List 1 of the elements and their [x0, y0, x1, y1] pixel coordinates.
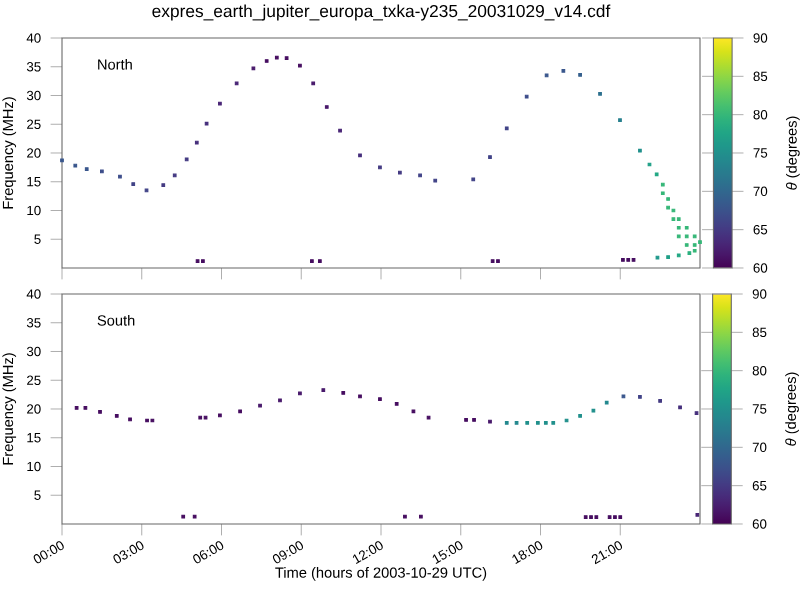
chart-title: expres_earth_jupiter_europa_txka-y235_20031029_v14.cdf: [152, 4, 611, 21]
